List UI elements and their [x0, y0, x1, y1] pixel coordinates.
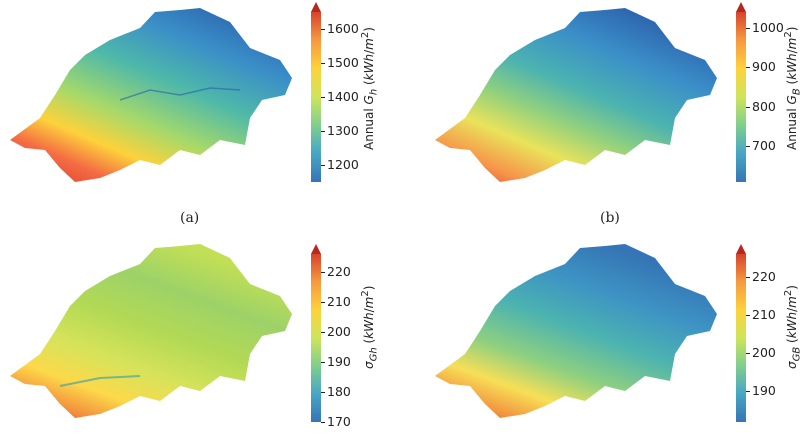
colorbar-a-tick-label: 1400 [327, 89, 359, 104]
colorbar-d-tickmark [746, 391, 750, 393]
colorbar-d-label: σGB (kWh/m2) [783, 285, 800, 369]
caption-b: (b) [600, 210, 620, 226]
switzerland-map-sigma-gb [435, 244, 717, 418]
colorbar-d-tick-label: 190 [752, 383, 776, 399]
colorbar-d-tick-label: 200 [752, 345, 776, 361]
colorbar-a-tick-label: 1300 [327, 123, 359, 138]
colorbar-d-tick-label: 210 [752, 307, 776, 323]
colorbar-c-tickmark [321, 332, 325, 333]
colorbar-b-tickmark [746, 106, 750, 108]
colorbar-c-tickmark [321, 302, 325, 303]
colorbar-c-tick-label: 210 [327, 294, 351, 309]
colorbar-c-tickmark [321, 272, 325, 273]
colorbar-b-tick-label: 1000 [752, 19, 784, 35]
colorbar-d-tick-label: 220 [752, 268, 776, 284]
colorbar-b-tickmark [746, 27, 750, 29]
colorbar-a-tickmark [321, 131, 325, 132]
colorbar-a-tickmark [321, 63, 325, 64]
colorbar-b-arrow [736, 2, 746, 12]
colorbar-c-tickmark [321, 362, 325, 363]
colorbar-a [311, 12, 321, 182]
colorbar-c-label: σGh (kWh/m2) [360, 285, 380, 369]
colorbar-c-tick-label: 190 [327, 354, 351, 369]
colorbar-d-tickmark [746, 276, 750, 278]
colorbar-a-tick-label: 1500 [327, 55, 359, 70]
panel-b: 1000 900 800 700 Annual GB (kWh/m2) (b) [400, 0, 800, 226]
colorbar-c-tick-label: 200 [327, 324, 351, 339]
colorbar-a-tick-label: 1600 [327, 21, 359, 36]
switzerland-map-annual-gh [10, 8, 292, 182]
colorbar-a-tickmark [321, 29, 325, 30]
panel-c: 220 210 200 190 180 170 σGh (kWh/m2) [0, 224, 400, 448]
colorbar-a-label: Annual Gh (kWh/m2) [360, 27, 380, 150]
colorbar-c-arrow [311, 244, 321, 254]
colorbar-a-tick-label: 1200 [327, 157, 359, 172]
colorbar-d [736, 254, 746, 422]
colorbar-c-tick-label: 170 [327, 414, 351, 429]
colorbar-c-tickmark [321, 422, 325, 423]
colorbar-c-tick-label: 220 [327, 264, 351, 279]
switzerland-map-sigma-gh [10, 244, 292, 418]
colorbar-c-tickmark [321, 392, 325, 393]
colorbar-d-arrow [736, 244, 746, 254]
colorbar-b-tick-label: 900 [752, 59, 776, 75]
colorbar-b-tickmark [746, 146, 750, 148]
colorbar-a-tickmark [321, 165, 325, 166]
panel-d: 220 210 200 190 σGB (kWh/m2) [400, 224, 800, 448]
colorbar-b-tickmark [746, 67, 750, 69]
colorbar-c [311, 254, 321, 422]
colorbar-b [736, 12, 746, 182]
panel-a: 1600 1500 1400 1300 1200 Annual Gh (kWh/m2) … [0, 0, 400, 226]
colorbar-b-label: Annual GB (kWh/m2) [783, 26, 800, 150]
colorbar-a-tickmark [321, 97, 325, 98]
colorbar-b-tick-label: 800 [752, 98, 776, 114]
caption-a: (a) [180, 210, 200, 226]
colorbar-d-tickmark [746, 353, 750, 355]
colorbar-a-arrow [311, 2, 321, 12]
colorbar-c-tick-label: 180 [327, 384, 351, 399]
colorbar-d-tickmark [746, 315, 750, 317]
switzerland-map-annual-gb [435, 8, 717, 182]
colorbar-b-tick-label: 700 [752, 138, 776, 154]
